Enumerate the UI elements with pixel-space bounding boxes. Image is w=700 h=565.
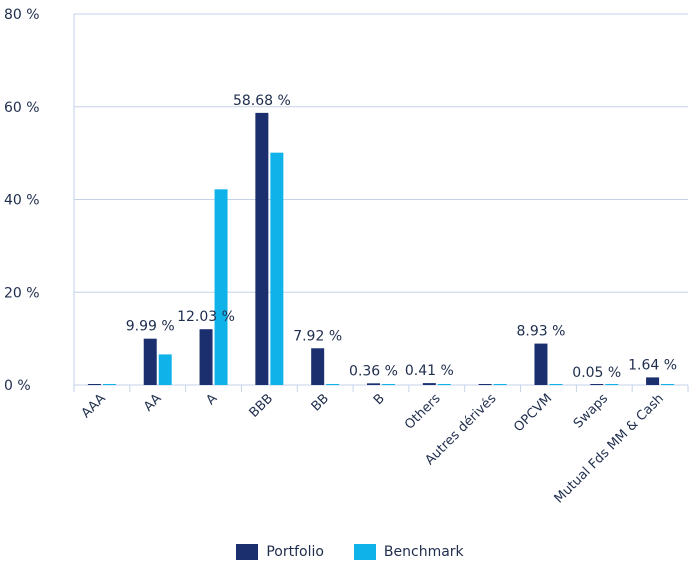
x-tick-label: AA bbox=[141, 391, 165, 415]
x-tick-label: AAA bbox=[79, 391, 109, 421]
data-label: 0.41 % bbox=[405, 363, 454, 379]
grid bbox=[73, 13, 689, 392]
legend-swatch-portfolio bbox=[236, 544, 259, 560]
bar-portfolio bbox=[87, 384, 101, 385]
x-tick-label: Mutual Fds MM & Cash bbox=[552, 391, 667, 506]
data-label: 0.05 % bbox=[572, 365, 621, 381]
bar-benchmark bbox=[214, 189, 228, 385]
bar-portfolio bbox=[422, 383, 436, 385]
bar-benchmark bbox=[605, 384, 619, 385]
bar-benchmark bbox=[382, 384, 395, 385]
y-tick-label: 80 % bbox=[4, 7, 40, 23]
bars bbox=[87, 112, 675, 386]
chart: 0 % 20 % 40 % 60 % 80 % 9.99 %12.03 % 58.68 %… bbox=[4, 7, 689, 507]
data-label: 12.03 % bbox=[177, 309, 235, 325]
bar-benchmark bbox=[437, 384, 451, 385]
legend-label-benchmark: Benchmark bbox=[383, 544, 464, 560]
x-tick-label: Swaps bbox=[571, 391, 611, 431]
data-label: 58.68 % bbox=[233, 93, 291, 109]
x-tick-label: BBB bbox=[247, 391, 277, 421]
legend-swatch-benchmark bbox=[353, 544, 376, 560]
bar-portfolio bbox=[590, 384, 604, 385]
bar-portfolio bbox=[367, 383, 380, 385]
bar-benchmark bbox=[158, 354, 172, 385]
data-label: 7.92 % bbox=[293, 328, 342, 344]
bar-benchmark bbox=[270, 152, 284, 385]
legend-item-portfolio: Portfolio bbox=[236, 544, 324, 560]
x-tick-label: B bbox=[371, 391, 388, 408]
bar-benchmark bbox=[326, 384, 340, 385]
bar-portfolio bbox=[478, 384, 492, 385]
bar-portfolio bbox=[143, 338, 157, 385]
x-tick-label: Others bbox=[402, 391, 444, 433]
data-label: 9.99 % bbox=[126, 319, 175, 335]
x-tick-label: BB bbox=[309, 391, 332, 414]
legend-label-portfolio: Portfolio bbox=[266, 544, 324, 560]
data-label: 0.36 % bbox=[349, 363, 398, 379]
data-label: 8.93 % bbox=[516, 324, 565, 340]
y-tick-label: 60 % bbox=[4, 100, 40, 116]
y-axis-ticks: 0 % 20 % 40 % 60 % 80 % bbox=[4, 7, 40, 394]
bar-benchmark bbox=[661, 384, 675, 385]
bar-portfolio bbox=[199, 329, 213, 385]
bar-portfolio bbox=[534, 343, 548, 385]
bar-benchmark bbox=[102, 384, 116, 385]
legend-item-benchmark: Benchmark bbox=[353, 544, 464, 560]
x-tick-label: OPCVM bbox=[511, 391, 555, 435]
bar-portfolio bbox=[255, 112, 269, 386]
data-label: 1.64 % bbox=[628, 357, 677, 373]
bar-benchmark bbox=[549, 384, 563, 385]
y-tick-label: 40 % bbox=[4, 193, 40, 209]
y-tick-label: 0 % bbox=[4, 378, 31, 394]
bar-benchmark bbox=[493, 384, 507, 385]
x-tick-label: A bbox=[203, 391, 220, 408]
data-labels: 9.99 %12.03 % 58.68 % 7.92 % 0.36 % 0.41 % 8.… bbox=[126, 93, 677, 381]
y-tick-label: 20 % bbox=[4, 285, 40, 301]
legend: Portfolio Benchmark bbox=[0, 540, 700, 564]
bar-portfolio bbox=[311, 348, 325, 385]
bar-portfolio bbox=[646, 377, 660, 385]
